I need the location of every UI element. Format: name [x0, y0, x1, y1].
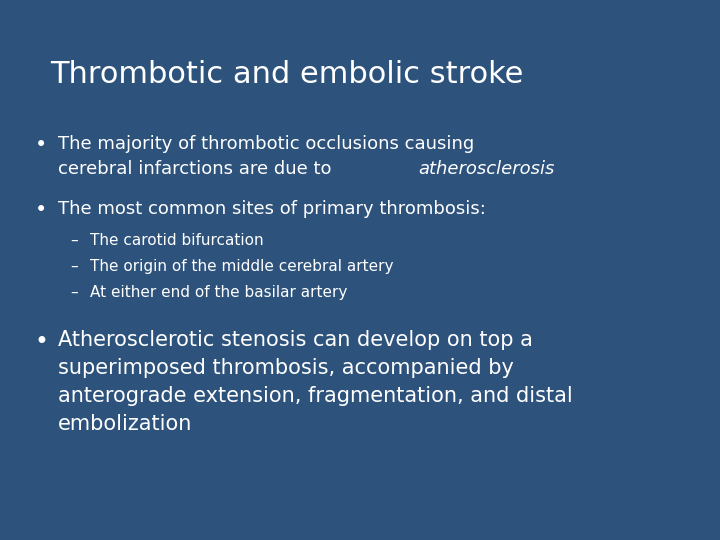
Text: –: –	[70, 285, 78, 300]
Text: •: •	[35, 330, 49, 354]
Text: The carotid bifurcation: The carotid bifurcation	[90, 233, 264, 248]
Text: The most common sites of primary thrombosis:: The most common sites of primary thrombo…	[58, 200, 486, 218]
Text: cerebral infarctions are due to: cerebral infarctions are due to	[58, 160, 337, 178]
Text: •: •	[35, 135, 48, 155]
Text: At either end of the basilar artery: At either end of the basilar artery	[90, 285, 347, 300]
Text: anterograde extension, fragmentation, and distal: anterograde extension, fragmentation, an…	[58, 386, 572, 406]
Text: embolization: embolization	[58, 414, 192, 434]
Text: Thrombotic and embolic stroke: Thrombotic and embolic stroke	[50, 60, 523, 89]
Text: Atherosclerotic stenosis can develop on top a: Atherosclerotic stenosis can develop on …	[58, 330, 533, 350]
Text: The origin of the middle cerebral artery: The origin of the middle cerebral artery	[90, 259, 394, 274]
Text: atherosclerosis: atherosclerosis	[418, 160, 554, 178]
Text: superimposed thrombosis, accompanied by: superimposed thrombosis, accompanied by	[58, 358, 514, 378]
Text: The majority of thrombotic occlusions causing: The majority of thrombotic occlusions ca…	[58, 135, 474, 153]
Text: –: –	[70, 259, 78, 274]
Text: –: –	[70, 233, 78, 248]
Text: •: •	[35, 200, 48, 220]
